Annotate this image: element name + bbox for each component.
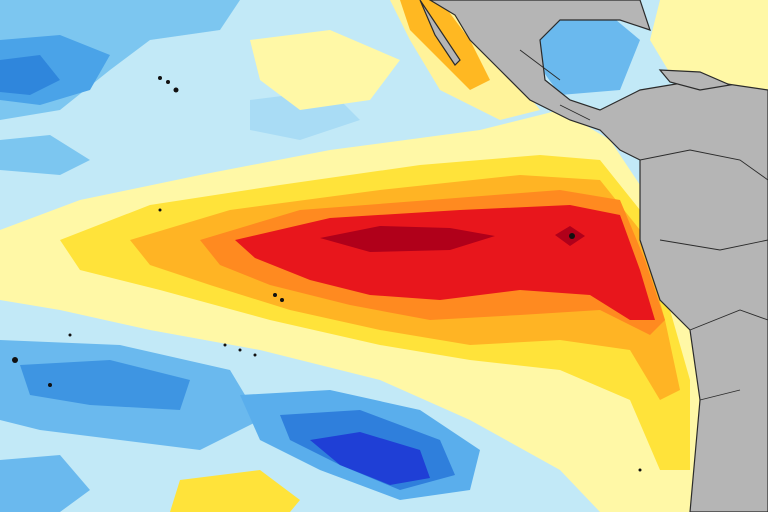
land [419, 0, 768, 512]
islands [12, 76, 642, 472]
cold-anomalies [0, 0, 670, 512]
